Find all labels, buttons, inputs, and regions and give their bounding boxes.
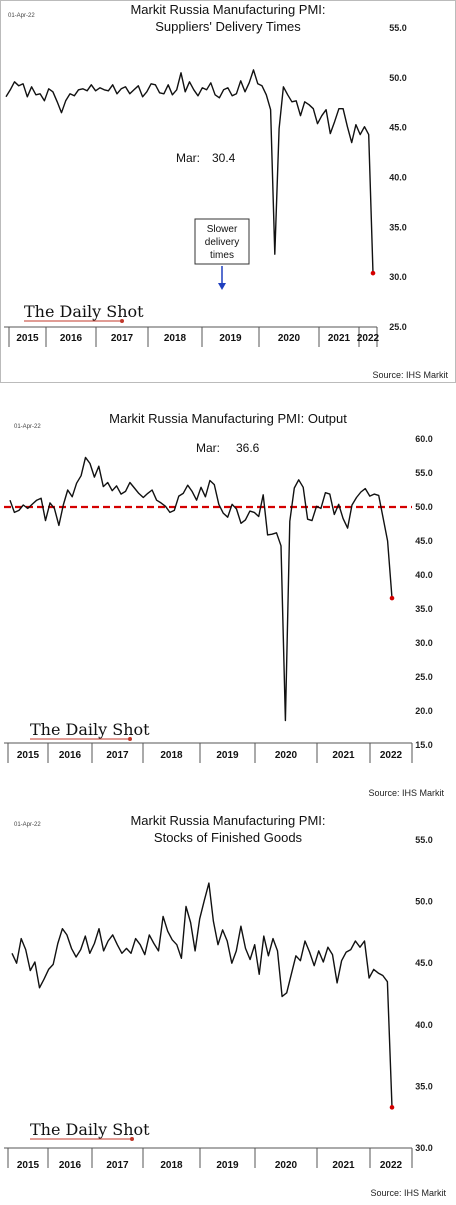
chart-title-line-1: Markit Russia Manufacturing PMI:	[130, 813, 325, 828]
chart-source: Source: IHS Markit	[368, 788, 444, 798]
y-tick-label: 50.0	[415, 897, 433, 907]
x-tick-label: 2021	[332, 750, 355, 761]
y-tick-label: 30.0	[415, 638, 433, 648]
x-tick-label: 2018	[160, 750, 183, 761]
y-tick-label: 20.0	[415, 706, 433, 716]
y-tick-label: 25.0	[415, 672, 433, 682]
chart-svg-stocks: 01-Apr-22 Markit Russia Manufacturing PM…	[0, 812, 456, 1200]
x-tick-label: 2017	[106, 750, 129, 761]
last-value-marker	[390, 1105, 395, 1110]
brand-dot	[130, 1137, 134, 1141]
x-tick-label: 2020	[275, 1160, 298, 1171]
y-tick-label: 30.0	[389, 272, 407, 282]
brand-logo: The Daily Shot	[30, 1120, 150, 1139]
x-tick-label: 2017	[106, 1160, 129, 1171]
chart-date-label: 01-Apr-22	[8, 13, 35, 19]
chart-panel-suppliers-delivery: 01-Apr-22 Markit Russia Manufacturing PM…	[0, 0, 456, 383]
chart-title-line-2: Suppliers' Delivery Times	[155, 19, 301, 34]
y-tick-label: 35.0	[415, 604, 433, 614]
x-tick-label: 2021	[332, 1160, 355, 1171]
annotation-label: Mar:	[176, 151, 200, 165]
x-tick-label: 2017	[111, 333, 134, 344]
x-tick-label: 2022	[380, 750, 403, 761]
y-tick-label: 25.0	[389, 322, 407, 332]
chart-title-line-1: Markit Russia Manufacturing PMI: Output	[109, 411, 347, 426]
annotation-label: Mar:	[196, 441, 220, 455]
x-tick-label: 2019	[216, 750, 239, 761]
last-value-marker	[371, 271, 376, 276]
brand-logo: The Daily Shot	[30, 720, 150, 739]
series-line	[10, 457, 392, 720]
annotation-value: 30.4	[212, 151, 236, 165]
brand-logo: The Daily Shot	[24, 302, 144, 321]
chart-panel-output: 01-Apr-22 Markit Russia Manufacturing PM…	[0, 402, 456, 800]
x-tick-label: 2016	[60, 333, 83, 344]
y-tick-label: 40.0	[415, 1020, 433, 1030]
x-tick-label: 2022	[380, 1160, 403, 1171]
x-tick-label: 2020	[278, 333, 301, 344]
y-tick-label: 40.0	[389, 173, 407, 183]
brand-dot	[120, 319, 124, 323]
chart-source: Source: IHS Markit	[372, 370, 448, 380]
callout-line-2: delivery	[205, 237, 239, 248]
y-tick-label: 50.0	[415, 502, 433, 512]
y-tick-label: 35.0	[415, 1081, 433, 1091]
chart-border	[1, 1, 456, 383]
y-tick-label: 55.0	[415, 468, 433, 478]
y-tick-label: 55.0	[389, 23, 407, 33]
callout-line-3: times	[210, 250, 234, 261]
x-tick-label: 2015	[17, 750, 40, 761]
x-tick-label: 2021	[328, 333, 351, 344]
y-tick-label: 15.0	[415, 740, 433, 750]
y-tick-label: 60.0	[415, 434, 433, 444]
y-tick-label: 40.0	[415, 570, 433, 580]
x-tick-label: 2018	[164, 333, 187, 344]
series-line	[12, 883, 392, 1107]
chart-panel-stocks-finished-goods: 01-Apr-22 Markit Russia Manufacturing PM…	[0, 812, 456, 1200]
x-tick-label: 2018	[160, 1160, 183, 1171]
brand-dot	[128, 737, 132, 741]
y-tick-label: 35.0	[389, 222, 407, 232]
x-tick-label: 2016	[59, 750, 82, 761]
chart-source: Source: IHS Markit	[370, 1188, 446, 1198]
x-tick-label: 2020	[275, 750, 298, 761]
x-tick-label: 2022	[357, 333, 380, 344]
y-tick-label: 30.0	[415, 1143, 433, 1153]
callout-line-1: Slower	[207, 224, 238, 235]
chart-title-line-1: Markit Russia Manufacturing PMI:	[130, 2, 325, 17]
chart-title-line-2: Stocks of Finished Goods	[154, 830, 303, 845]
y-tick-label: 45.0	[389, 123, 407, 133]
x-tick-label: 2019	[219, 333, 242, 344]
x-tick-label: 2016	[59, 1160, 82, 1171]
chart-date-label: 01-Apr-22	[14, 424, 41, 430]
chart-svg-output: 01-Apr-22 Markit Russia Manufacturing PM…	[0, 402, 456, 800]
x-tick-label: 2015	[16, 333, 39, 344]
y-tick-label: 45.0	[415, 536, 433, 546]
annotation-value: 36.6	[236, 441, 260, 455]
chart-date-label: 01-Apr-22	[14, 822, 41, 828]
x-tick-label: 2019	[216, 1160, 239, 1171]
x-tick-label: 2015	[17, 1160, 40, 1171]
y-tick-label: 50.0	[389, 73, 407, 83]
y-tick-label: 55.0	[415, 835, 433, 845]
y-tick-label: 45.0	[415, 958, 433, 968]
chart-svg-suppliers-delivery: 01-Apr-22 Markit Russia Manufacturing PM…	[0, 0, 456, 383]
last-value-marker	[390, 596, 395, 601]
